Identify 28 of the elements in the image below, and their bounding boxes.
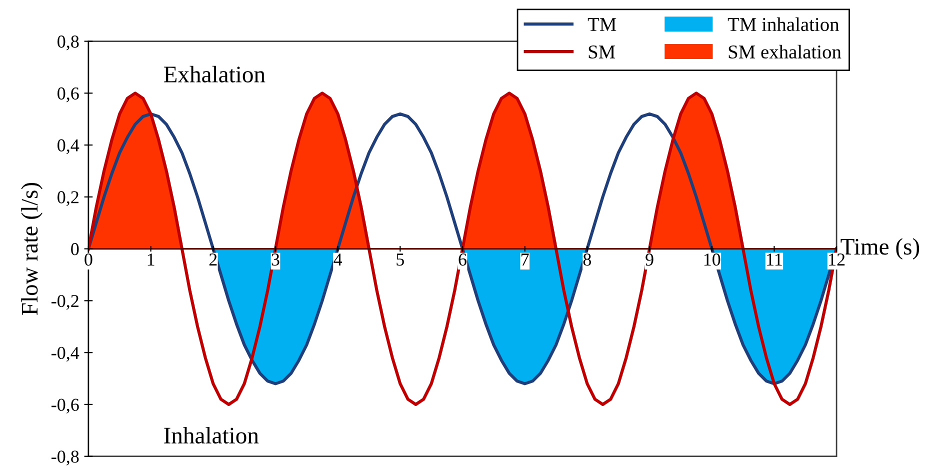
x-tick-label: 5	[396, 254, 404, 266]
y-tick-label: 0,8	[58, 36, 79, 50]
y-tick-label: -0,6	[52, 398, 79, 414]
x-tick-label: 10	[704, 253, 720, 266]
x-tick-label: 0	[84, 253, 92, 266]
x-tick-label: 6	[458, 254, 466, 266]
x-tick-label: 3	[272, 254, 280, 266]
y-tick-label: -0,8	[52, 450, 79, 466]
x-tick-label: 7	[522, 254, 529, 266]
annotation: Inhalation	[164, 426, 259, 444]
annotation: Exhalation	[164, 66, 266, 82]
y-tick-label: 0,2	[58, 191, 78, 206]
x-tick-label: 8	[583, 253, 592, 266]
legend-label: SM exhalation	[728, 44, 842, 59]
y-axis-title: Flow rate (l/s)	[21, 182, 43, 316]
y-tick-label: 0	[71, 243, 79, 256]
x-tick-label: 4	[334, 254, 342, 266]
y-tick-label: 0,4	[58, 139, 80, 154]
x-tick-label: 11	[767, 254, 782, 266]
y-tick-label: -0,2	[52, 294, 78, 310]
legend-label: TM inhalation	[728, 17, 840, 32]
y-tick-label: 0,6	[58, 87, 79, 102]
x-tick-label: 9	[646, 254, 654, 266]
legend-label: SM	[588, 45, 616, 59]
legend-label: TM	[588, 18, 616, 31]
y-tick-label: -0,4	[52, 346, 80, 362]
x-tick-label: 2	[209, 254, 217, 266]
x-tick-label: 1	[148, 254, 154, 266]
